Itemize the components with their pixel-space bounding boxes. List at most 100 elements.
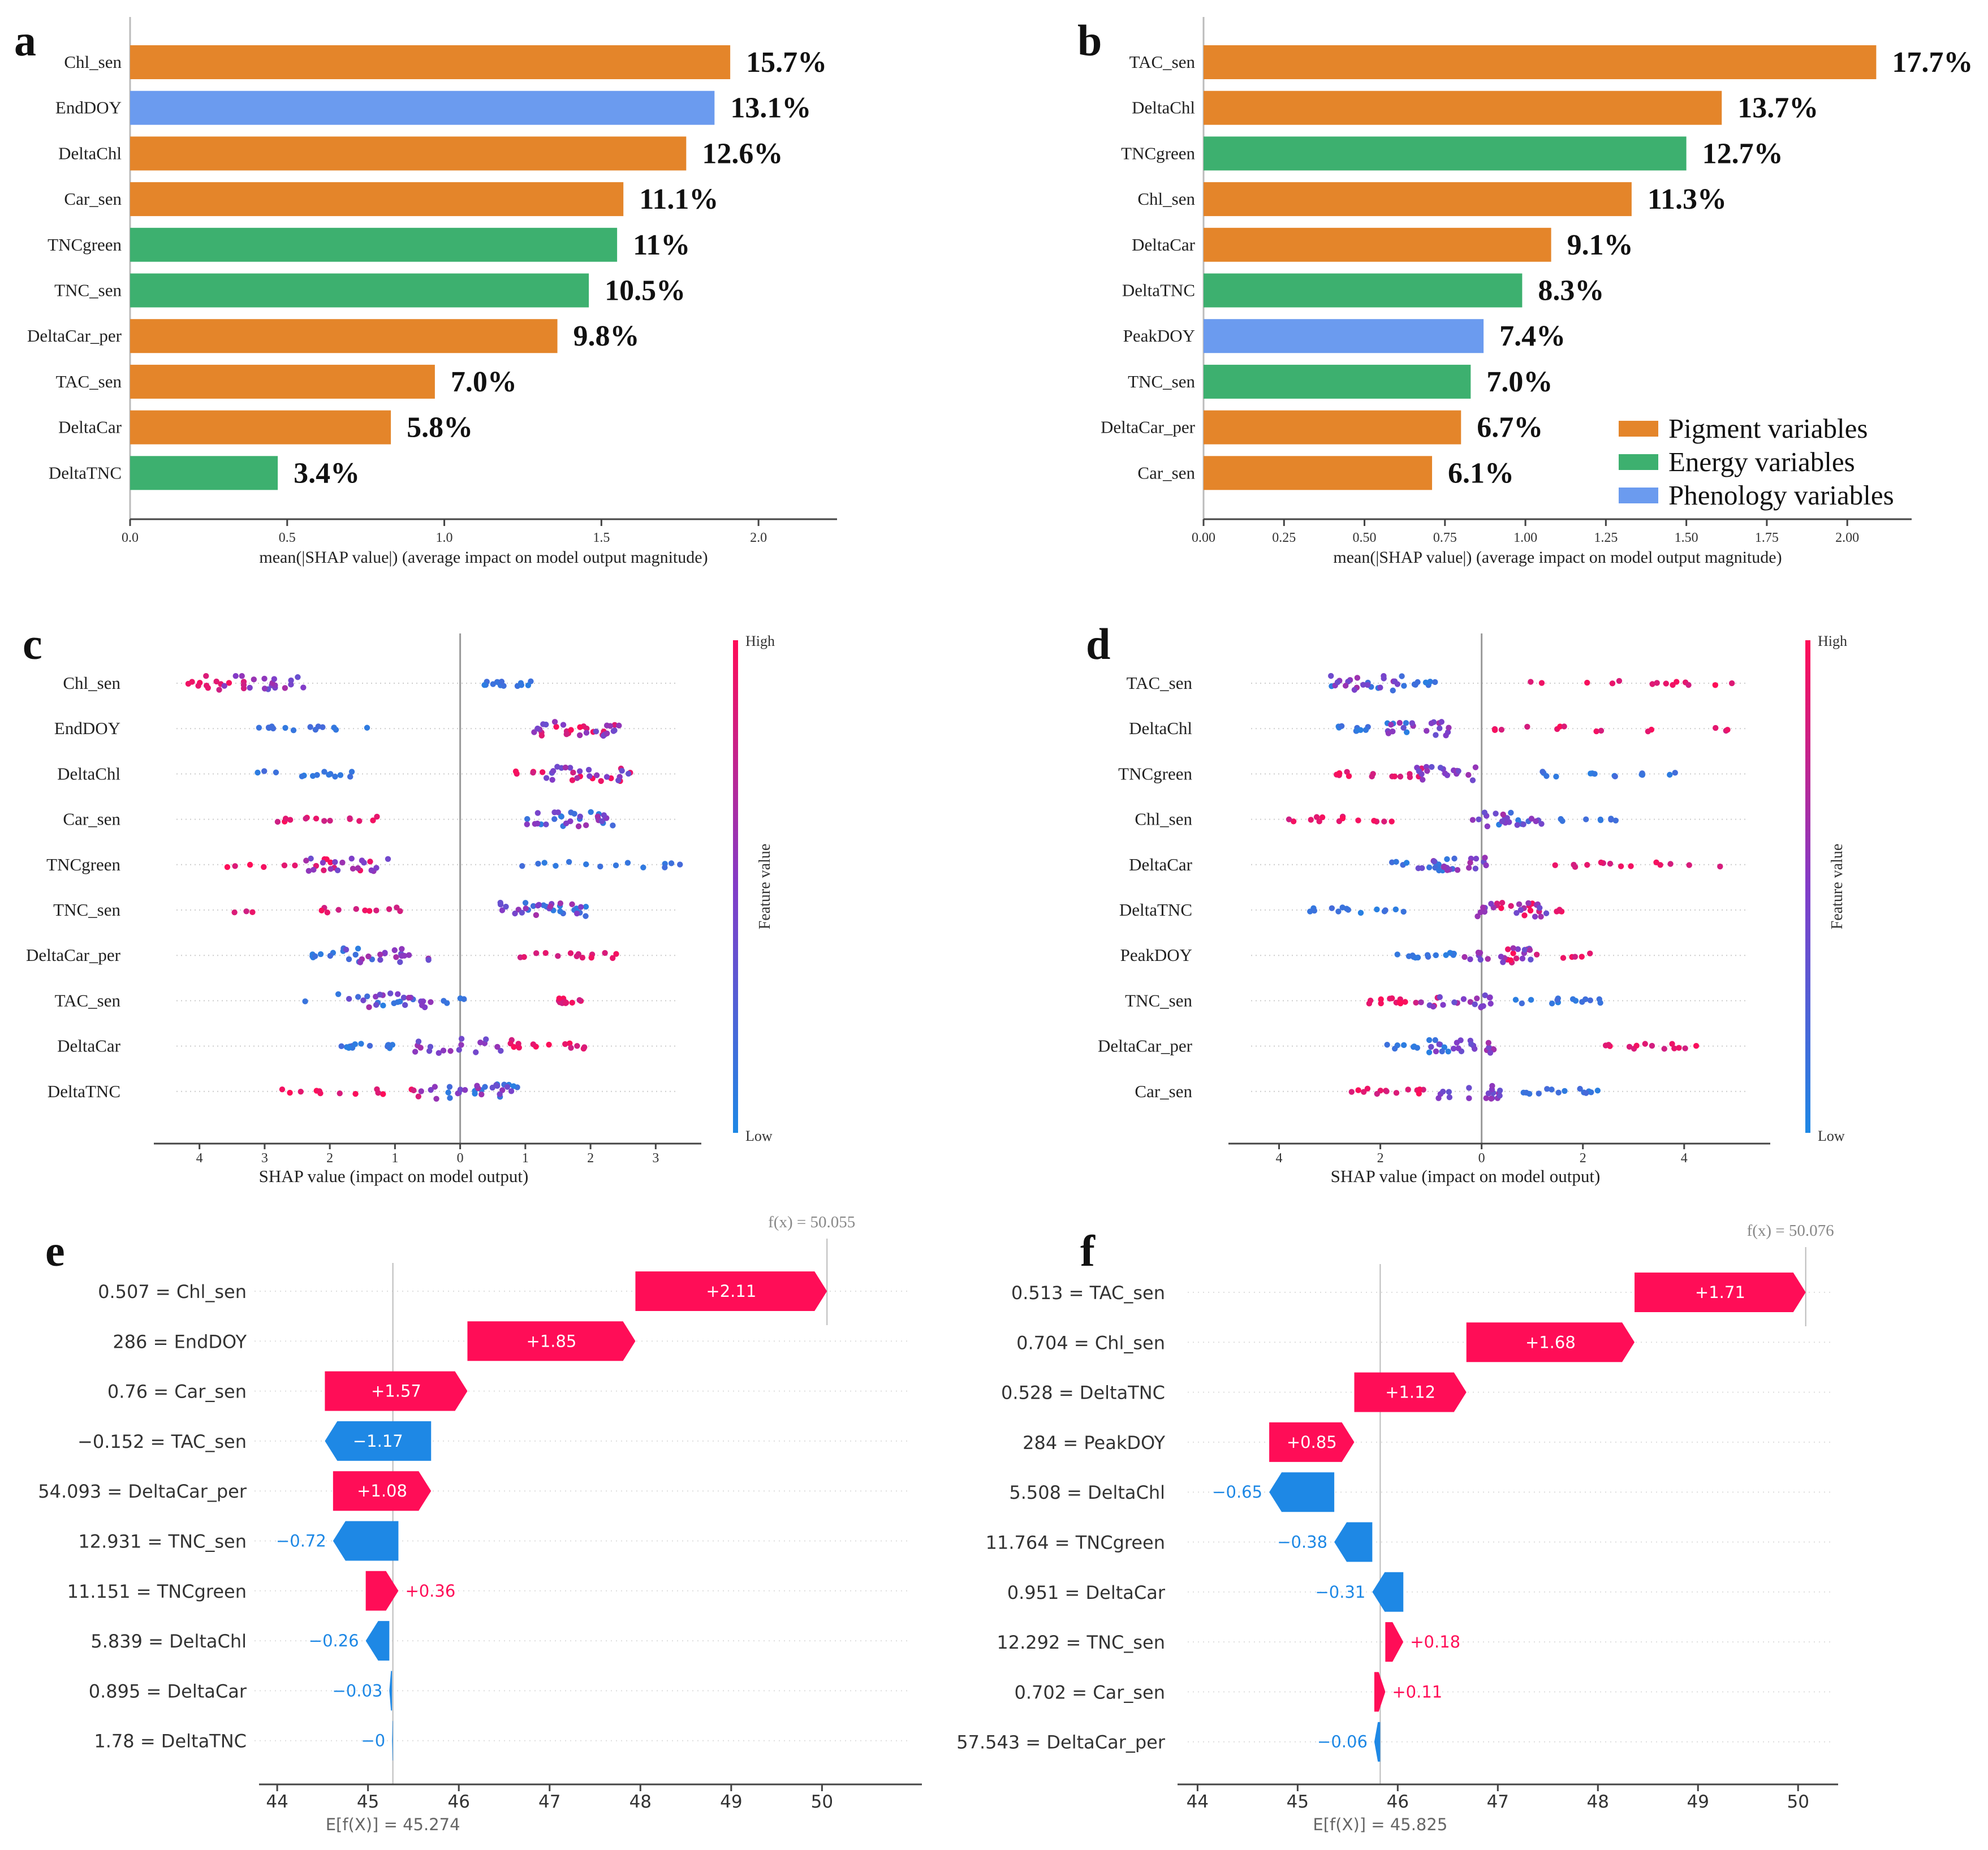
shap-point	[239, 673, 245, 679]
shap-point	[533, 950, 540, 956]
x-tick-label: 48	[629, 1792, 652, 1812]
category-label: Chl_sen	[1137, 189, 1195, 209]
shap-point	[1686, 862, 1692, 868]
shap-point	[1407, 774, 1413, 780]
shap-point	[1555, 1089, 1562, 1096]
shap-point	[256, 725, 262, 731]
contribution-value: −0.65	[1212, 1482, 1262, 1502]
feature-label: TNCgreen	[1118, 764, 1192, 783]
data-label: 7.4%	[1499, 320, 1566, 352]
shap-point	[554, 764, 560, 770]
shap-point	[577, 724, 583, 730]
feature-label: DeltaCar	[57, 1036, 121, 1056]
shap-point	[303, 857, 309, 864]
x-tick-label: 46	[447, 1792, 469, 1812]
shap-point	[1446, 725, 1452, 731]
shap-point	[583, 730, 590, 736]
category-label: TNCgreen	[1121, 143, 1195, 163]
legend-swatch-energy	[1619, 454, 1658, 470]
x-tick-label: 4	[1681, 1151, 1688, 1166]
shap-point	[1414, 1045, 1421, 1051]
shap-point	[1584, 862, 1590, 868]
shap-point	[243, 908, 249, 915]
shap-point	[1409, 720, 1415, 726]
shap-point	[312, 953, 318, 959]
bar-deltacar	[1204, 227, 1551, 262]
shap-point	[1446, 1094, 1453, 1101]
shap-point	[412, 1049, 419, 1055]
category-label: DeltaCar_per	[27, 326, 122, 346]
shap-point	[1444, 772, 1451, 778]
shap-point	[1445, 1048, 1451, 1055]
x-tick-label: 49	[1687, 1792, 1709, 1812]
shap-point	[1669, 1041, 1675, 1047]
shap-point	[547, 903, 554, 909]
shap-point	[482, 1084, 488, 1090]
shap-point	[1487, 1050, 1494, 1056]
shap-point	[352, 951, 359, 958]
shap-point	[569, 901, 575, 908]
shap-point	[1391, 773, 1398, 779]
shap-point	[273, 769, 279, 775]
shap-point	[380, 1091, 386, 1097]
shap-point	[536, 902, 542, 908]
shap-point	[274, 818, 281, 825]
shap-point	[568, 1045, 574, 1051]
shap-point	[1628, 863, 1634, 869]
shap-point	[1513, 955, 1520, 961]
fx-label: f(x) = 50.055	[768, 1213, 855, 1231]
x-tick-label: 2	[587, 1151, 594, 1166]
shap-point	[1397, 773, 1404, 780]
shap-point	[1393, 1090, 1400, 1096]
x-tick-label: 46	[1387, 1792, 1409, 1812]
shap-point	[374, 813, 380, 820]
x-tick-label: 44	[266, 1792, 288, 1812]
x-tick-label: 45	[357, 1792, 379, 1812]
shap-point	[1439, 1048, 1445, 1055]
shap-point	[1528, 997, 1534, 1003]
x-tick-label: 2.0	[750, 531, 767, 545]
legend-label: Pigment variables	[1668, 413, 1868, 444]
feature-label: TNC_sen	[1125, 990, 1192, 1010]
shap-point	[1524, 723, 1530, 730]
shap-point	[425, 957, 432, 963]
data-label: 12.7%	[1702, 137, 1783, 170]
shap-point	[1488, 900, 1494, 907]
shap-point	[1559, 818, 1566, 824]
shap-point	[1513, 909, 1520, 916]
shap-point	[539, 769, 546, 775]
shap-point	[577, 904, 584, 910]
shap-point	[550, 768, 557, 774]
shap-point	[583, 913, 589, 919]
shap-point	[447, 1048, 454, 1054]
shap-point	[1374, 906, 1380, 913]
shap-point	[346, 956, 352, 963]
negative-contribution-bar	[1372, 1572, 1404, 1612]
shap-point	[445, 1089, 451, 1096]
shap-point	[415, 1038, 422, 1045]
shap-point	[1374, 1090, 1380, 1097]
shap-point	[1483, 862, 1489, 869]
shap-point	[411, 1087, 417, 1094]
shap-point	[261, 685, 268, 692]
shap-point	[1338, 723, 1345, 729]
data-label: 11.1%	[639, 183, 718, 215]
shap-point	[397, 908, 403, 915]
shap-point	[441, 998, 447, 1004]
x-tick-label: 1.0	[436, 531, 453, 545]
shap-point	[1419, 865, 1425, 872]
bar-chl-sen	[130, 45, 731, 79]
legend-label: Phenology variables	[1668, 480, 1894, 511]
x-tick-label: 0.50	[1353, 531, 1377, 545]
shap-point	[1481, 809, 1488, 816]
legend-label: Energy variables	[1668, 446, 1855, 477]
shap-point	[1485, 956, 1491, 962]
shap-point	[333, 727, 339, 733]
shap-point	[626, 770, 632, 777]
feature-label: 12.292 = TNC_sen	[997, 1632, 1165, 1653]
x-tick-label: 47	[538, 1792, 560, 1812]
shap-point	[446, 1084, 453, 1090]
shap-point	[271, 676, 278, 682]
shap-point	[1507, 957, 1514, 963]
bar-deltatnc	[130, 456, 278, 490]
